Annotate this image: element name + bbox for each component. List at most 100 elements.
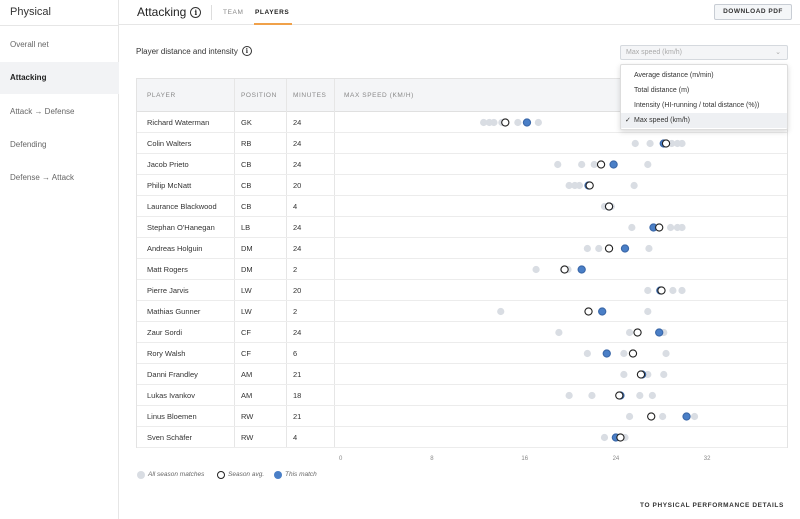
season-match-point[interactable] [588, 391, 596, 400]
season-match-point[interactable] [578, 160, 586, 169]
season-match-point[interactable] [678, 139, 686, 148]
table-row[interactable]: Philip McNatt CB 20 [137, 175, 787, 196]
table-row[interactable]: Lukas Ivankov AM 18 [137, 385, 787, 406]
season-avg-point[interactable] [584, 307, 593, 316]
season-match-point[interactable] [555, 328, 563, 337]
season-match-point[interactable] [583, 349, 591, 358]
sidebar-item-defense-to-attack[interactable]: Defense → Attack [10, 173, 75, 182]
table-row[interactable]: Richard Waterman GK 24 [137, 112, 787, 133]
season-avg-point[interactable] [616, 433, 625, 442]
table-row[interactable]: Matt Rogers DM 2 [137, 259, 787, 280]
season-avg-point[interactable] [560, 265, 569, 274]
season-match-point[interactable] [514, 118, 522, 127]
table-row[interactable]: Jacob Prieto CB 24 [137, 154, 787, 175]
season-match-point[interactable] [575, 181, 583, 190]
season-avg-point[interactable] [585, 181, 594, 190]
season-match-point[interactable] [631, 139, 639, 148]
this-match-point[interactable] [682, 412, 691, 421]
season-avg-point[interactable] [628, 349, 638, 358]
table-row[interactable]: Linus Bloemen RW 21 [137, 406, 787, 427]
table-row[interactable]: Colin Walters RB 24 [137, 133, 787, 154]
dropdown-option-total-distance[interactable]: Total distance (m) [621, 83, 787, 98]
this-match-point[interactable] [620, 244, 630, 253]
sidebar-item-overall-net[interactable]: Overall net [10, 40, 49, 49]
column-header-position[interactable]: POSITION [241, 92, 277, 99]
sidebar-item-attack-to-defense[interactable]: Attack → Defense [10, 107, 75, 116]
season-avg-point[interactable] [596, 160, 606, 169]
column-header-player[interactable]: PLAYER [147, 92, 176, 99]
season-match-point[interactable] [645, 244, 653, 253]
season-match-point[interactable] [625, 328, 634, 337]
season-match-point[interactable] [668, 139, 676, 148]
dropdown-option-average-distance[interactable]: Average distance (m/min) [621, 68, 787, 83]
season-avg-point[interactable] [604, 244, 614, 253]
season-match-point[interactable] [646, 139, 654, 148]
season-match-point[interactable] [583, 244, 591, 253]
dropdown-option-intensity[interactable]: Intensity (HI-running / total distance (… [621, 98, 787, 113]
this-match-point[interactable] [522, 118, 532, 127]
download-pdf-button[interactable]: DOWNLOAD PDF [714, 4, 792, 20]
season-avg-point[interactable] [655, 223, 664, 232]
season-match-point[interactable] [660, 370, 668, 379]
season-match-point[interactable] [648, 391, 656, 400]
physical-performance-details-link[interactable]: TO PHYSICAL PERFORMANCE DETAILS [640, 502, 784, 509]
sidebar-item-defending[interactable]: Defending [10, 140, 47, 149]
season-match-point[interactable] [628, 223, 636, 232]
season-avg-point[interactable] [615, 391, 624, 400]
season-match-point[interactable] [678, 286, 686, 295]
table-row[interactable]: Rory Walsh CF 6 [137, 343, 787, 364]
season-match-point[interactable] [662, 349, 670, 358]
season-match-point[interactable] [565, 391, 573, 400]
section-info-icon[interactable]: i [241, 46, 252, 56]
table-row[interactable]: Sven Schäfer RW 4 [137, 427, 787, 448]
season-avg-point[interactable] [501, 118, 510, 127]
season-avg-point[interactable] [633, 328, 642, 337]
season-match-point[interactable] [532, 265, 540, 274]
season-match-point[interactable] [600, 433, 609, 442]
table-row[interactable]: Danni Frandley AM 21 [137, 364, 787, 385]
season-match-point[interactable] [690, 412, 699, 421]
season-match-point[interactable] [480, 118, 488, 127]
season-match-point[interactable] [497, 307, 505, 316]
this-match-point[interactable] [577, 265, 586, 274]
info-icon[interactable]: i [190, 7, 202, 18]
season-match-point[interactable] [620, 370, 628, 379]
table-row[interactable]: Stephan O'Hanegan LB 24 [137, 217, 787, 238]
season-avg-point[interactable] [604, 202, 614, 211]
season-match-point[interactable] [630, 181, 638, 190]
season-match-point[interactable] [659, 412, 667, 421]
season-match-point[interactable] [534, 118, 542, 127]
season-match-point[interactable] [620, 349, 628, 358]
season-match-point[interactable] [644, 286, 652, 295]
table-row[interactable]: Zaur Sordi CF 24 [137, 322, 787, 343]
table-row[interactable]: Laurance Blackwood CB 4 [137, 196, 787, 217]
this-match-point[interactable] [602, 349, 611, 358]
season-match-point[interactable] [625, 412, 634, 421]
table-row[interactable]: Mathias Gunner LW 2 [137, 301, 787, 322]
season-match-point[interactable] [490, 118, 498, 127]
tab-players[interactable]: PLAYERS [255, 9, 290, 16]
season-match-point[interactable] [636, 391, 644, 400]
table-row[interactable]: Pierre Jarvis LW 20 [137, 280, 787, 301]
season-match-point[interactable] [669, 286, 677, 295]
season-match-point[interactable] [554, 160, 562, 169]
this-match-point[interactable] [598, 307, 607, 316]
season-match-point[interactable] [644, 160, 652, 169]
season-match-point[interactable] [678, 223, 686, 232]
season-avg-point[interactable] [636, 370, 646, 379]
season-avg-point[interactable] [661, 139, 671, 148]
season-match-point[interactable] [565, 181, 573, 190]
column-header-minutes[interactable]: MINUTES [293, 92, 327, 99]
tab-team[interactable]: TEAM [223, 9, 244, 16]
season-match-point[interactable] [590, 160, 598, 169]
season-match-point[interactable] [644, 370, 652, 379]
column-header-max-speed[interactable]: MAX SPEED (KM/H) [344, 92, 414, 99]
season-avg-point[interactable] [657, 286, 666, 295]
this-match-point[interactable] [655, 328, 664, 337]
season-avg-point[interactable] [647, 412, 656, 421]
season-match-point[interactable] [667, 223, 675, 232]
this-match-point[interactable] [609, 160, 618, 169]
season-match-point[interactable] [644, 307, 652, 316]
sidebar-item-attacking[interactable]: Attacking [0, 62, 119, 94]
metric-select[interactable]: Max speed (km/h) ⌄ [620, 45, 788, 60]
